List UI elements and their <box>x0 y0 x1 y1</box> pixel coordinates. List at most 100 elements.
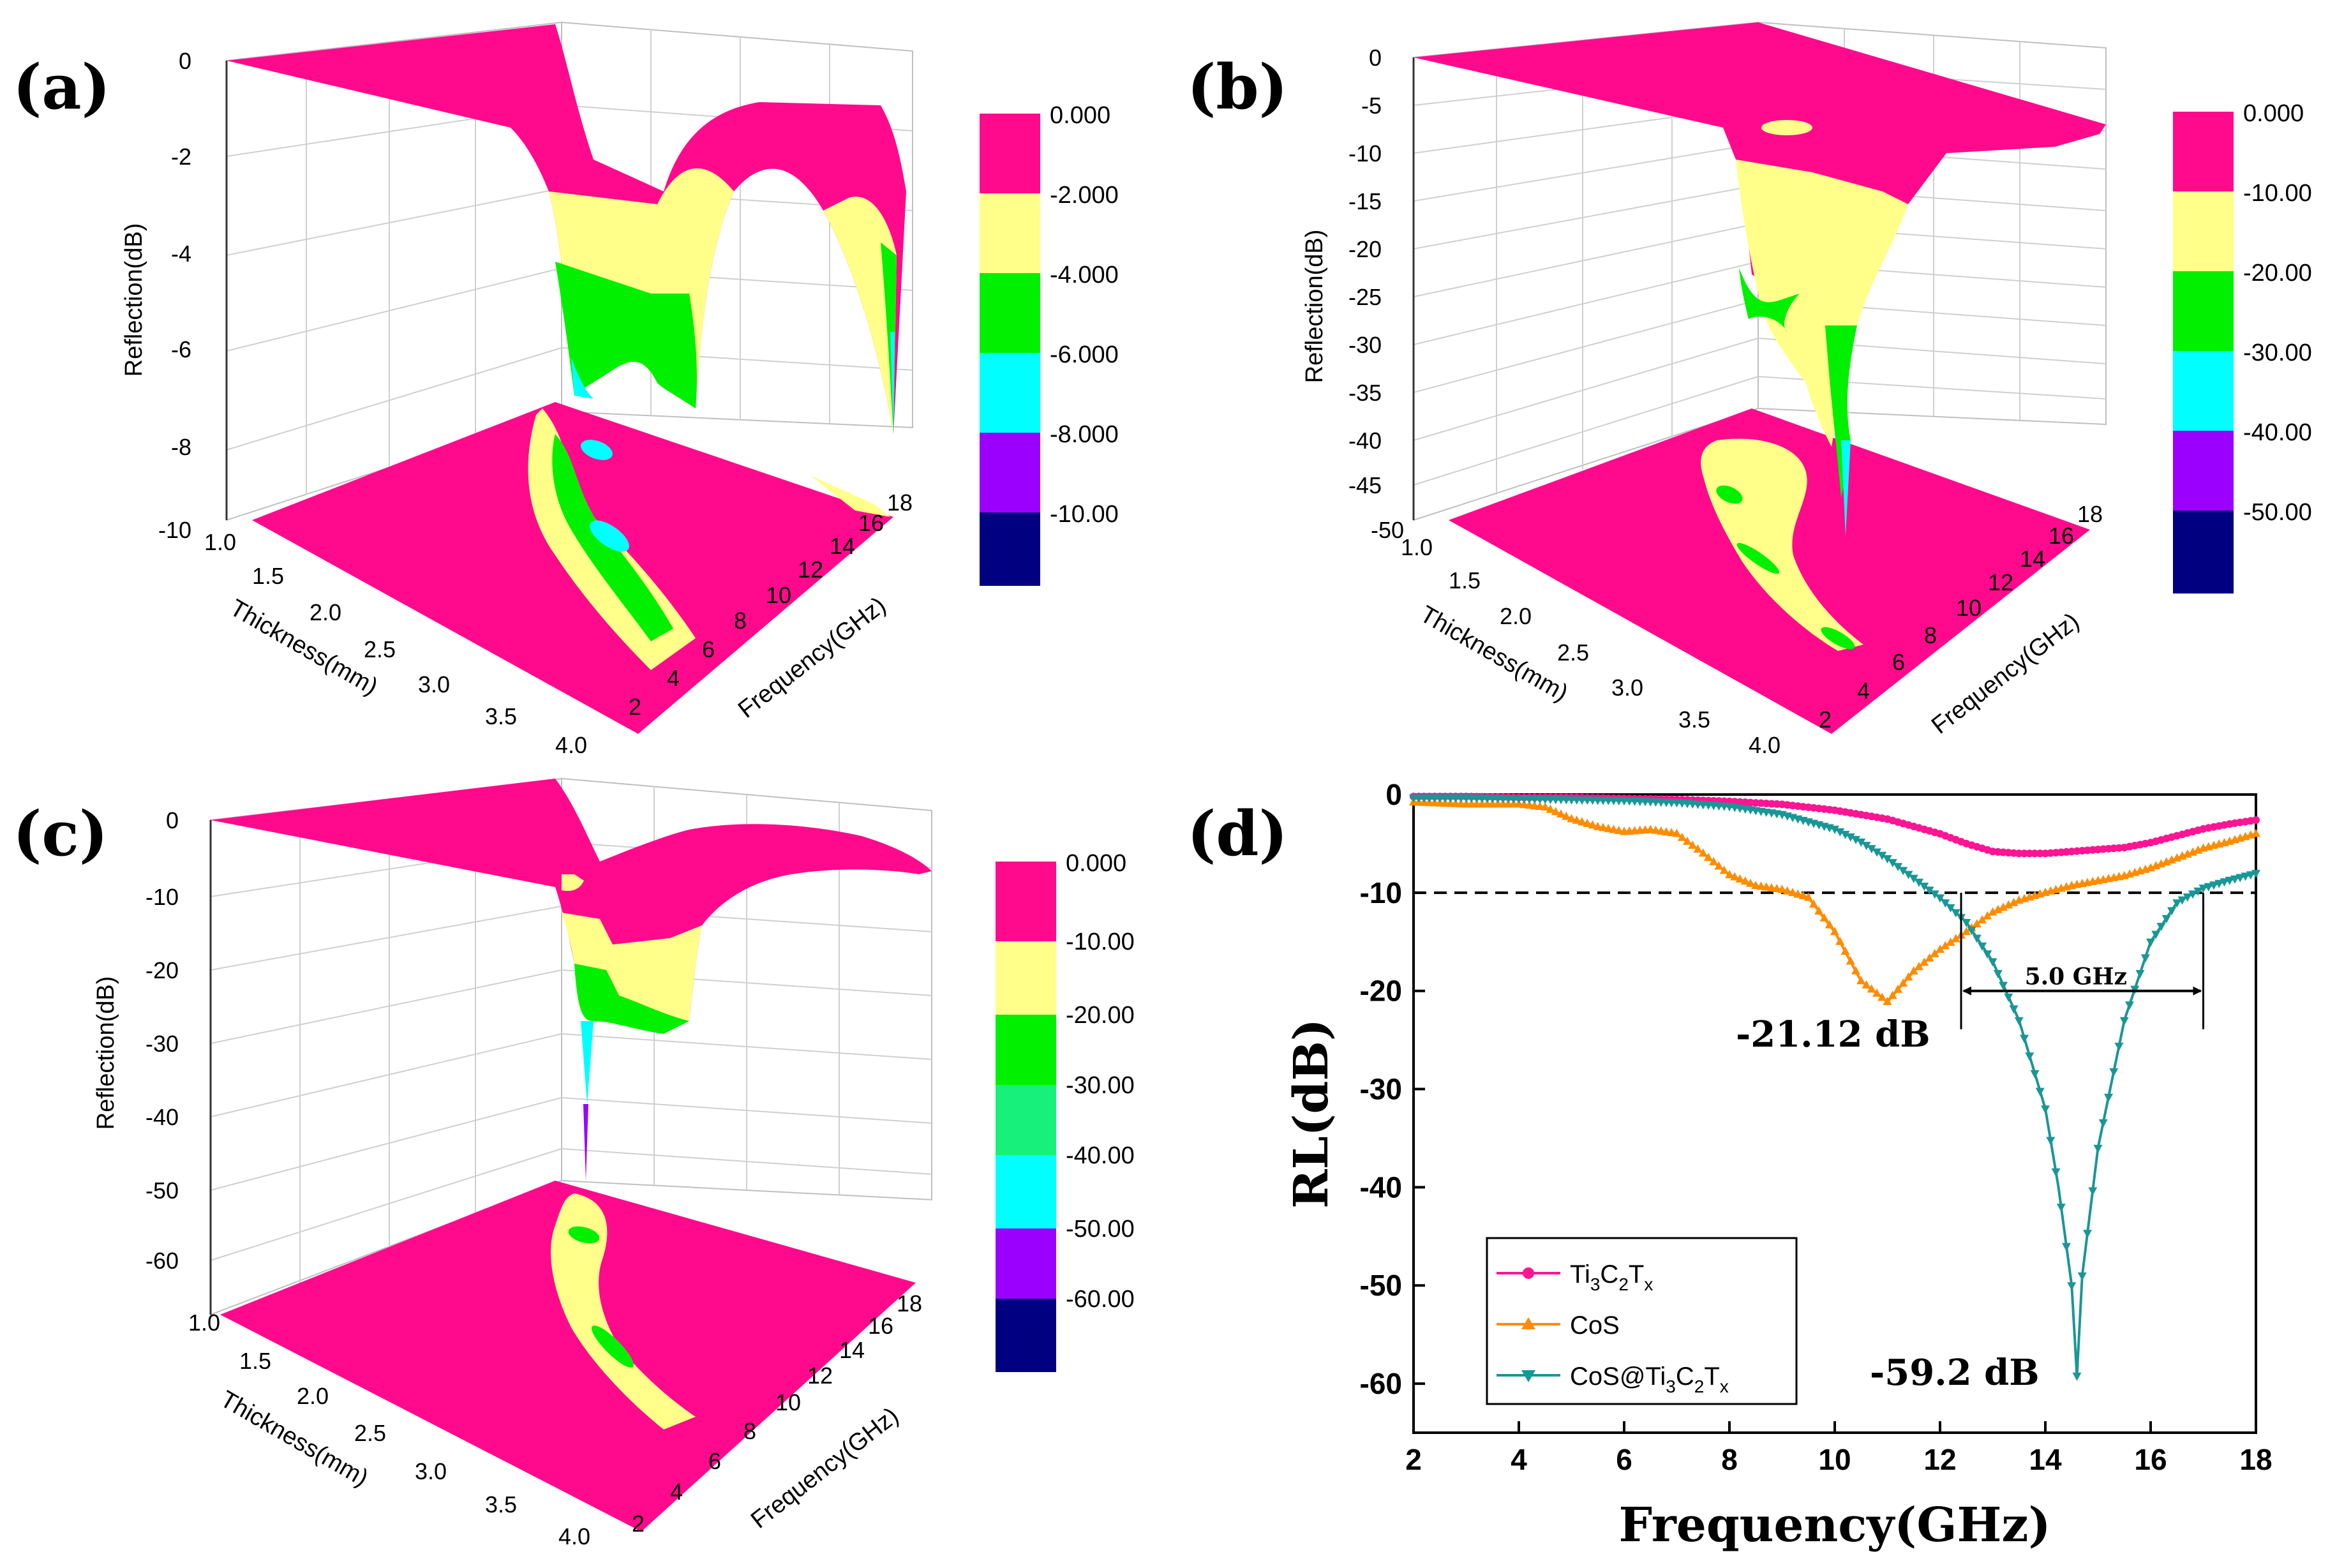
panel-c-cb-swatch <box>996 941 1056 1015</box>
panel-d-xtick-label: 14 <box>2029 1443 2062 1476</box>
panel-c-colorbar: 0.000 -10.00 -20.00 -30.00 -40.00 -50.00… <box>996 850 1135 1372</box>
panel-d-ytick-label: -50 <box>1360 1269 1402 1302</box>
panel-c-xlabel: Thickness(mm) <box>216 1385 373 1491</box>
panel-d-point-composite <box>2077 1272 2087 1281</box>
panel-d-point-cos <box>1899 978 1908 987</box>
panel-b-ytick: 18 <box>2077 501 2103 527</box>
panel-d-point-ti3c2tx <box>2020 849 2028 858</box>
panel-b-ztick: -25 <box>1348 284 1382 310</box>
panel-d-point-cos <box>1930 948 1939 957</box>
panel-d-point-cos <box>1730 872 1740 881</box>
panel-a-xtick: 2.5 <box>364 636 396 662</box>
panel-d-point-cos <box>2009 897 2019 906</box>
panel-d-point-composite <box>2056 1204 2066 1213</box>
panel-a-zlabel: Reflection(dB) <box>121 223 147 377</box>
panel-d-xlabel: Frequency(GHz) <box>1619 1498 2051 1553</box>
panel-a-ytick: 16 <box>858 510 884 536</box>
panel-d-point-composite <box>2225 876 2234 885</box>
panel-b-cb-label: -10.00 <box>2243 180 2312 207</box>
panel-d-point-cos <box>1983 911 1992 920</box>
panel-d-series-composite <box>1409 794 2260 1381</box>
panel-b-ztick: -50 <box>1371 517 1404 543</box>
panel-d-point-cos <box>2251 828 2260 837</box>
panel-c-ytick: 12 <box>807 1363 833 1389</box>
panel-b-ztick: 0 <box>1369 45 1382 71</box>
panel-a-xtick: 1.0 <box>204 529 236 555</box>
panel-b-ytick: 8 <box>1924 622 1937 648</box>
panel-d-point-composite <box>2251 870 2260 879</box>
panel-a-y-ticks: 2 4 6 8 10 12 14 16 18 <box>629 489 913 720</box>
panel-b-cb-label: -30.00 <box>2243 340 2312 366</box>
panel-d-point-composite <box>2220 878 2229 887</box>
panel-c-zlabel: Reflection(dB) <box>93 976 119 1130</box>
panel-b-ytick: 14 <box>2020 546 2045 572</box>
panel-b-label: (b) <box>1187 51 1288 123</box>
panel-d-point-composite <box>1941 899 1950 908</box>
panel-d-ytick-label: -10 <box>1360 876 1402 909</box>
panel-d-point-cos <box>1809 899 1818 908</box>
panel-d-point-composite <box>2035 1087 2045 1096</box>
panel-d-point-composite <box>2177 896 2187 905</box>
panel-d-point-cos <box>1688 840 1698 849</box>
panel-c-xtick: 1.5 <box>239 1348 271 1374</box>
panel-b-ytick: 10 <box>1956 595 1982 621</box>
panel-a-ytick: 2 <box>629 694 641 720</box>
panel-c-cb-swatch <box>996 1228 1056 1299</box>
panel-a-ztick: -4 <box>171 241 191 267</box>
panel-c-ytick: 18 <box>897 1290 922 1317</box>
panel-d-point-cos <box>1777 885 1787 893</box>
panel-d-point-ti3c2tx <box>2026 849 2034 858</box>
panel-c-ytick: 2 <box>632 1511 645 1537</box>
panel-d-point-cos <box>1735 874 1745 883</box>
panel-d-point-composite <box>1867 845 1876 854</box>
panel-b-ztick: -20 <box>1348 236 1382 262</box>
panel-c-ylabel: Frequency(GHz) <box>746 1403 904 1534</box>
panel-b-cb-swatch <box>2173 191 2234 271</box>
panel-d-point-composite <box>2236 874 2245 883</box>
panel-d-point-cos <box>1872 988 1881 997</box>
panel-d-point-composite <box>2146 938 2155 947</box>
panel-d-point-composite <box>1883 855 1892 863</box>
panel-d-point-cos <box>1936 945 1945 953</box>
panel-d-bandwidth-marker: 5.0 GHz <box>1960 892 2204 1029</box>
panel-a-xtick: 4.0 <box>555 732 587 758</box>
panel-b-y-ticks: 2 4 6 8 10 12 14 16 18 <box>1819 501 2103 733</box>
panel-c-ytick: 14 <box>839 1337 865 1363</box>
panel-d-point-cos <box>1835 936 1845 945</box>
panel-d-point-composite <box>1988 958 1997 967</box>
panel-d-point-composite <box>2041 1105 2050 1114</box>
panel-a-cb-swatch <box>980 353 1040 433</box>
panel-c-cb-label: -40.00 <box>1066 1142 1135 1169</box>
panel-c-cb-swatch <box>996 1155 1056 1228</box>
panel-d-point-composite <box>1972 934 1982 943</box>
panel-c-ztick: -50 <box>146 1177 179 1204</box>
legend-label-ti3c2tx: Ti3C2Tx <box>1570 1260 1653 1294</box>
panel-d-point-composite <box>1862 842 1871 851</box>
panel-d-point-composite <box>1904 870 1913 879</box>
panel-d-point-cos <box>1562 811 1571 820</box>
panel-d-ytick-label: -60 <box>1360 1367 1402 1400</box>
panel-d-point-composite <box>2204 883 2213 892</box>
panel-d-point-composite <box>1872 848 1881 857</box>
panel-d-point-composite <box>2188 890 2197 899</box>
panel-d-point-cos <box>1851 966 1860 974</box>
panel-d-point-cos <box>1972 919 1982 928</box>
panel-c-ytick: 4 <box>670 1479 683 1505</box>
panel-d-point-composite <box>1999 982 2008 990</box>
panel-d-point-cos <box>2004 900 2013 909</box>
panel-d-point-cos <box>1551 807 1560 816</box>
panel-d-point-cos <box>1909 966 1918 974</box>
panel-d-point-composite <box>1856 838 1866 847</box>
panel-d-point-composite <box>2140 954 2150 963</box>
panel-d-point-composite <box>1840 830 1850 839</box>
panel-b-ytick: 2 <box>1819 706 1832 733</box>
panel-d-point-composite <box>2241 872 2250 881</box>
panel-d-xtick-label: 4 <box>1511 1443 1527 1476</box>
panel-b-ztick: -30 <box>1348 332 1382 358</box>
panel-d-point-composite <box>2104 1093 2113 1102</box>
panel-d-point-composite <box>1962 919 1971 927</box>
panel-d-point-cos <box>1951 934 1960 943</box>
panel-a-surface <box>227 24 906 434</box>
panel-b-xtick: 4.0 <box>1749 732 1780 758</box>
panel-a: (a) <box>13 21 1119 758</box>
